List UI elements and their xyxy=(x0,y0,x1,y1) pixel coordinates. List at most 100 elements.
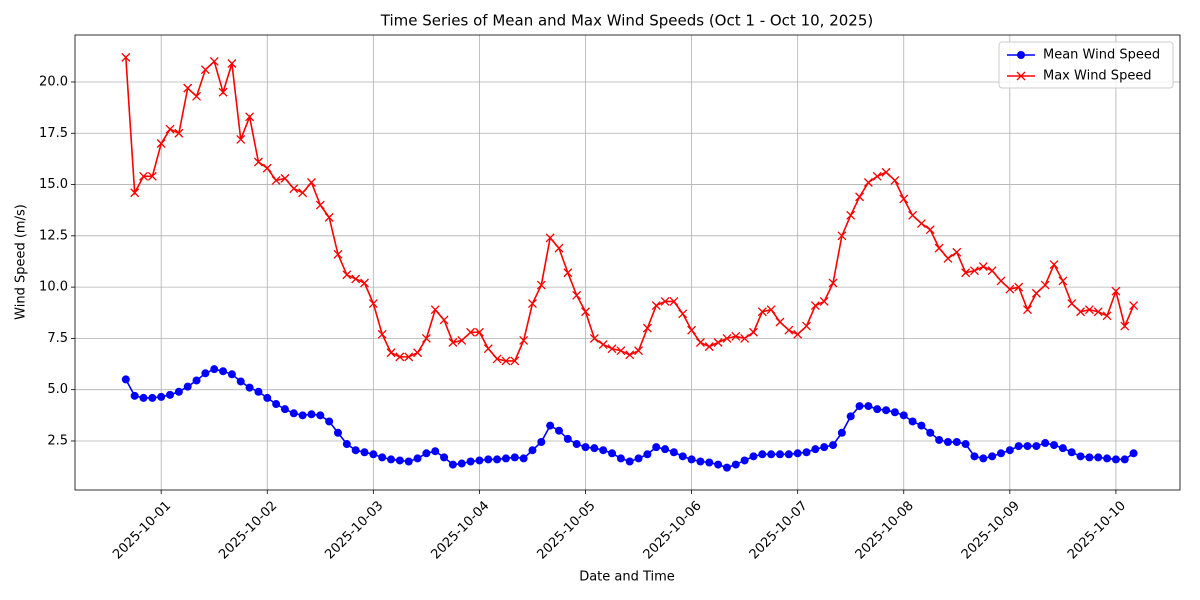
marker xyxy=(519,335,529,345)
marker xyxy=(855,192,865,202)
marker xyxy=(1016,71,1026,81)
marker xyxy=(245,383,254,392)
marker xyxy=(298,188,308,198)
marker xyxy=(466,327,476,337)
marker xyxy=(1040,280,1050,290)
marker xyxy=(616,454,625,463)
marker xyxy=(236,377,245,386)
marker xyxy=(377,329,387,339)
marker xyxy=(978,262,988,272)
marker xyxy=(360,278,369,288)
marker xyxy=(272,400,281,409)
marker xyxy=(925,225,935,235)
x-tick-label: 2025-10-07 xyxy=(747,498,811,562)
marker xyxy=(908,210,918,220)
marker xyxy=(324,212,334,222)
marker xyxy=(484,455,493,464)
marker xyxy=(546,421,555,430)
marker xyxy=(766,305,776,315)
marker xyxy=(607,344,617,354)
marker xyxy=(934,243,944,253)
marker xyxy=(210,365,219,374)
x-tick-label: 2025-10-03 xyxy=(322,498,386,562)
marker xyxy=(943,253,953,263)
marker xyxy=(916,219,926,228)
x-tick-label: 2025-10-02 xyxy=(216,498,280,562)
marker xyxy=(961,268,971,278)
marker xyxy=(174,387,183,396)
marker xyxy=(501,454,510,463)
chart-title: Time Series of Mean and Max Wind Speeds … xyxy=(380,12,873,30)
marker xyxy=(342,440,351,449)
marker xyxy=(1050,441,1059,450)
marker xyxy=(121,52,131,62)
marker xyxy=(280,405,289,414)
marker xyxy=(608,449,617,458)
marker xyxy=(1076,307,1086,317)
marker xyxy=(687,455,696,464)
marker xyxy=(121,375,130,384)
marker xyxy=(784,450,793,459)
marker xyxy=(943,437,952,446)
marker xyxy=(501,356,511,366)
marker xyxy=(1041,439,1050,448)
marker xyxy=(899,411,908,420)
marker xyxy=(1005,446,1014,455)
marker xyxy=(563,434,572,443)
marker xyxy=(987,266,997,276)
marker xyxy=(1111,286,1121,296)
marker xyxy=(289,409,298,418)
marker xyxy=(254,387,263,396)
marker xyxy=(475,456,484,465)
marker xyxy=(174,128,184,138)
marker xyxy=(731,331,741,341)
marker xyxy=(846,412,855,421)
x-tick-label: 2025-10-09 xyxy=(959,498,1023,562)
y-tick-label: 5.0 xyxy=(47,382,68,397)
marker xyxy=(422,449,431,458)
marker xyxy=(440,453,449,462)
marker xyxy=(872,171,882,181)
marker xyxy=(819,297,829,306)
marker xyxy=(368,299,378,308)
marker xyxy=(678,309,688,319)
marker xyxy=(979,454,988,463)
marker xyxy=(369,450,378,459)
marker xyxy=(298,411,307,420)
marker xyxy=(378,453,387,462)
marker xyxy=(289,184,299,194)
marker xyxy=(431,447,440,456)
marker xyxy=(1102,311,1112,321)
marker xyxy=(996,449,1005,458)
x-tick-label: 2025-10-04 xyxy=(428,498,492,562)
marker xyxy=(1067,448,1076,457)
marker xyxy=(386,348,396,358)
marker xyxy=(528,446,537,455)
marker xyxy=(227,370,236,379)
x-tick-label: 2025-10-06 xyxy=(641,498,705,562)
marker xyxy=(1129,449,1138,458)
x-tick-label: 2025-10-08 xyxy=(853,498,917,562)
marker xyxy=(952,437,961,446)
marker xyxy=(581,307,590,317)
marker xyxy=(802,448,811,457)
marker xyxy=(492,354,502,364)
marker xyxy=(271,175,281,185)
marker xyxy=(219,367,228,376)
marker xyxy=(572,290,582,300)
marker xyxy=(714,460,723,469)
marker xyxy=(1049,260,1059,270)
marker xyxy=(466,457,475,466)
marker xyxy=(696,457,705,466)
y-tick-label: 20.0 xyxy=(39,74,68,89)
marker xyxy=(961,440,970,449)
marker xyxy=(333,249,343,259)
marker xyxy=(651,301,661,311)
marker xyxy=(387,455,396,464)
marker xyxy=(802,321,811,331)
marker xyxy=(572,440,581,449)
marker xyxy=(404,457,413,466)
marker xyxy=(669,448,678,457)
marker xyxy=(413,348,423,358)
marker xyxy=(705,458,714,467)
